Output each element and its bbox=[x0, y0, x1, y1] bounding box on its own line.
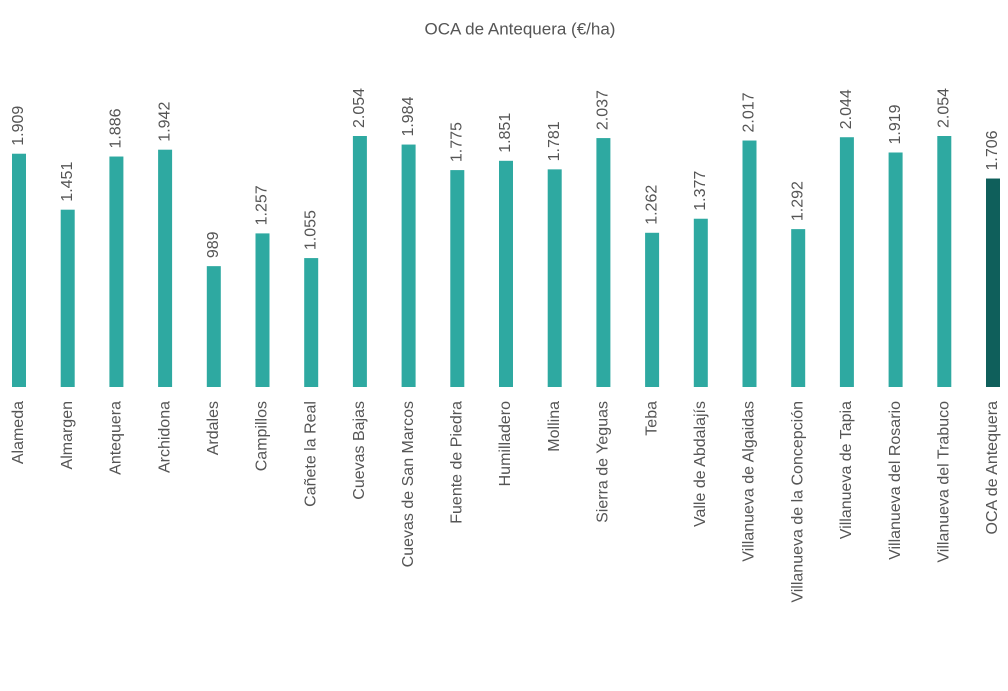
bar bbox=[450, 170, 465, 387]
x-tick-label: Villanueva de Tapia bbox=[838, 401, 855, 539]
bar bbox=[596, 138, 611, 387]
value-label: 1.886 bbox=[108, 108, 125, 148]
x-tick-label: Teba bbox=[643, 401, 660, 436]
bar bbox=[937, 136, 952, 387]
bar bbox=[158, 149, 173, 387]
bar bbox=[206, 266, 221, 387]
x-tick-label: Campillos bbox=[254, 401, 271, 471]
bar bbox=[304, 258, 319, 387]
bar bbox=[645, 232, 660, 387]
x-tick-label: Cuevas Bajas bbox=[351, 401, 368, 500]
x-tick-label: Ardales bbox=[205, 401, 222, 455]
value-label: 1.781 bbox=[546, 121, 563, 161]
value-label: 1.851 bbox=[497, 113, 514, 153]
x-tick-label: Mollina bbox=[546, 401, 563, 452]
x-tick-label: OCA de Antequera bbox=[984, 401, 1001, 535]
value-label: 1.377 bbox=[692, 171, 709, 211]
value-label: 1.942 bbox=[156, 102, 173, 142]
x-tick-label: Antequera bbox=[108, 401, 125, 475]
bar bbox=[839, 137, 854, 387]
value-label: 1.775 bbox=[449, 122, 466, 162]
bar bbox=[109, 156, 124, 387]
x-tick-label: Fuente de Piedra bbox=[449, 401, 466, 524]
x-tick-label: Humilladero bbox=[497, 401, 514, 486]
x-tick-label: Valle de Abdalajís bbox=[692, 401, 709, 527]
value-label: 2.054 bbox=[936, 88, 953, 128]
bar bbox=[352, 136, 367, 387]
x-tick-label: Villanueva del Rosario bbox=[887, 401, 904, 560]
bar bbox=[742, 140, 757, 387]
value-label: 2.017 bbox=[741, 92, 758, 132]
bar bbox=[791, 229, 806, 387]
value-label: 1.909 bbox=[10, 106, 27, 146]
bar bbox=[986, 178, 1000, 387]
value-label: 1.706 bbox=[984, 130, 1001, 170]
bar bbox=[547, 169, 562, 387]
bar bbox=[12, 153, 26, 387]
bar bbox=[693, 218, 708, 387]
bar bbox=[888, 152, 903, 387]
x-tick-label: Villanueva de la Concepción bbox=[789, 401, 806, 603]
bar bbox=[60, 209, 75, 387]
value-label: 989 bbox=[205, 231, 222, 258]
value-label: 1.984 bbox=[400, 96, 417, 136]
value-label: 1.262 bbox=[643, 185, 660, 225]
value-label: 1.257 bbox=[254, 185, 271, 225]
x-tick-label: Alameda bbox=[10, 401, 27, 464]
value-label: 2.044 bbox=[838, 89, 855, 129]
bar bbox=[499, 160, 513, 387]
chart-title: OCA de Antequera (€/ha) bbox=[425, 19, 616, 38]
x-tick-label: Archidona bbox=[156, 401, 173, 473]
x-tick-label: Cañete la Real bbox=[302, 401, 319, 507]
value-label: 1.292 bbox=[789, 181, 806, 221]
value-label: 1.919 bbox=[887, 104, 904, 144]
x-tick-label: Sierra de Yeguas bbox=[595, 401, 612, 523]
bar bbox=[255, 233, 270, 387]
x-tick-label: Villanueva de Algaidas bbox=[741, 401, 758, 562]
value-label: 2.054 bbox=[351, 88, 368, 128]
x-tick-label: Villanueva del Trabuco bbox=[936, 401, 953, 563]
x-tick-label: Almargen bbox=[59, 401, 76, 469]
value-label: 1.055 bbox=[302, 210, 319, 250]
x-tick-label: Cuevas de San Marcos bbox=[400, 401, 417, 567]
value-label: 2.037 bbox=[595, 90, 612, 130]
value-label: 1.451 bbox=[59, 162, 76, 202]
bar bbox=[401, 144, 416, 387]
